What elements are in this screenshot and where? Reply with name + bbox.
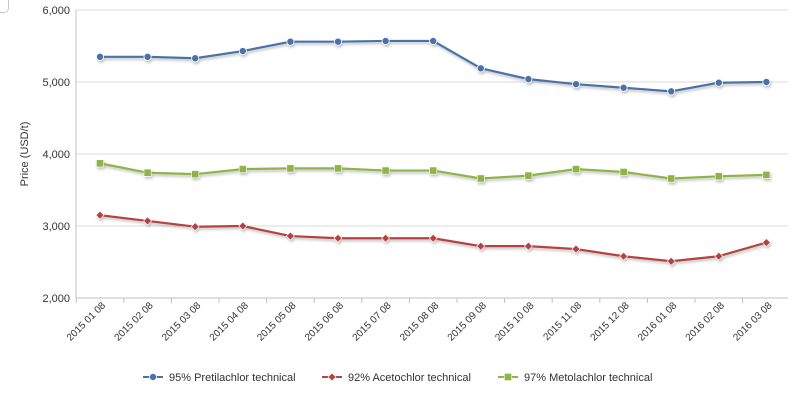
data-point-acetochlor[interactable] (381, 233, 391, 243)
data-point-acetochlor[interactable] (476, 241, 486, 251)
series-group (95, 36, 771, 266)
x-tick-label: 2015 11 08 (541, 300, 584, 343)
axes (75, 10, 788, 303)
data-point-pretilachlor[interactable] (619, 83, 628, 92)
data-point-metolachlor[interactable] (476, 174, 485, 183)
series-line-pretilachlor (100, 39, 767, 93)
x-tick-label: 2015 01 08 (65, 300, 108, 343)
x-tick-label: 2015 10 08 (493, 300, 536, 343)
x-tick-label: 2015 02 08 (113, 300, 156, 343)
data-point-metolachlor[interactable] (524, 171, 533, 180)
corner-decoration (0, 0, 9, 13)
data-point-acetochlor[interactable] (428, 233, 438, 243)
x-tick-labels: 2015 01 08 2015 02 08 2015 03 08 2015 04 08… (65, 300, 775, 343)
legend-marker-pretilachlor[interactable] (148, 372, 157, 381)
x-tick-label: 2015 12 08 (589, 300, 632, 343)
data-point-acetochlor[interactable] (190, 222, 200, 232)
data-point-acetochlor[interactable] (238, 221, 248, 231)
series-metolachlor (96, 159, 771, 183)
y-tick-label: 5,000 (42, 77, 70, 89)
data-point-acetochlor[interactable] (143, 216, 153, 226)
y-tick-label: 3,000 (42, 221, 70, 233)
legend-label: 92% Acetochlor technical (348, 372, 471, 384)
data-point-pretilachlor[interactable] (762, 78, 771, 87)
data-point-acetochlor[interactable] (333, 233, 343, 243)
data-point-metolachlor[interactable] (143, 168, 152, 177)
series-acetochlor (95, 210, 771, 266)
legend-item-metolachlor[interactable]: 97% Metolachlor technical (498, 372, 652, 384)
data-point-pretilachlor[interactable] (96, 52, 105, 61)
series-pretilachlor (96, 36, 771, 96)
x-tick-label: 2015 06 08 (303, 300, 346, 343)
legend-item-pretilachlor[interactable]: 95% Pretilachlor technical (143, 372, 296, 384)
data-point-metolachlor[interactable] (429, 166, 438, 175)
data-point-pretilachlor[interactable] (476, 64, 485, 73)
data-point-metolachlor[interactable] (381, 166, 390, 175)
legend-item-acetochlor[interactable]: 92% Acetochlor technical (322, 372, 471, 384)
y-axis-label: Price (USD/t) (19, 122, 31, 187)
data-point-metolachlor[interactable] (572, 165, 580, 174)
data-point-acetochlor[interactable] (285, 231, 295, 241)
data-point-pretilachlor[interactable] (191, 54, 200, 63)
data-point-metolachlor[interactable] (334, 164, 342, 173)
x-tick-label: 2015 03 08 (160, 300, 203, 343)
legend-label: 97% Metolachlor technical (524, 372, 652, 384)
data-point-acetochlor[interactable] (666, 256, 676, 266)
x-tick-label: 2016 02 08 (684, 300, 727, 343)
data-point-acetochlor[interactable] (761, 238, 771, 247)
data-point-pretilachlor[interactable] (381, 36, 390, 45)
data-point-metolachlor[interactable] (619, 168, 628, 176)
data-point-metolachlor[interactable] (238, 165, 247, 174)
data-point-metolachlor[interactable] (286, 164, 295, 173)
data-point-metolachlor[interactable] (96, 159, 104, 168)
data-point-acetochlor[interactable] (714, 251, 724, 261)
data-point-pretilachlor[interactable] (524, 75, 533, 84)
legend-label: 95% Pretilachlor technical (169, 372, 296, 384)
data-point-pretilachlor[interactable] (667, 87, 676, 96)
x-tick-label: 2015 07 08 (351, 300, 394, 343)
x-tick-label: 2016 01 08 (636, 300, 679, 343)
x-tick-label: 2015 04 08 (208, 300, 251, 343)
legend-marker-acetochlor[interactable] (327, 372, 337, 382)
x-tick-label: 2015 09 08 (446, 300, 489, 343)
y-tick-label: 6,000 (42, 5, 70, 17)
data-point-pretilachlor[interactable] (286, 37, 295, 46)
legend[interactable]: 95% Pretilachlor technical 92% Acetochlor… (143, 372, 652, 384)
data-point-pretilachlor[interactable] (572, 80, 581, 89)
data-point-metolachlor[interactable] (667, 174, 676, 183)
y-tick-label: 2,000 (42, 293, 70, 305)
x-tick-label: 2016 03 08 (731, 300, 774, 343)
legend-marker-metolachlor[interactable] (504, 373, 512, 381)
data-point-acetochlor[interactable] (523, 241, 533, 251)
data-point-pretilachlor[interactable] (143, 52, 152, 61)
data-point-acetochlor[interactable] (571, 244, 581, 254)
data-point-pretilachlor[interactable] (714, 78, 723, 87)
x-tick-label: 2015 08 08 (398, 300, 441, 343)
data-point-acetochlor[interactable] (619, 251, 629, 261)
data-point-pretilachlor[interactable] (333, 37, 342, 46)
data-point-metolachlor[interactable] (762, 170, 771, 179)
x-tick-label: 2015 05 08 (255, 300, 298, 343)
data-point-metolachlor[interactable] (191, 170, 200, 179)
data-point-pretilachlor[interactable] (238, 47, 247, 56)
y-tick-label: 4,000 (42, 149, 70, 161)
data-point-pretilachlor[interactable] (429, 36, 438, 45)
data-point-metolachlor[interactable] (714, 172, 723, 181)
data-point-acetochlor[interactable] (95, 210, 105, 220)
y-tick-labels: 2,000 3,000 4,000 5,000 6,000 (42, 5, 70, 305)
